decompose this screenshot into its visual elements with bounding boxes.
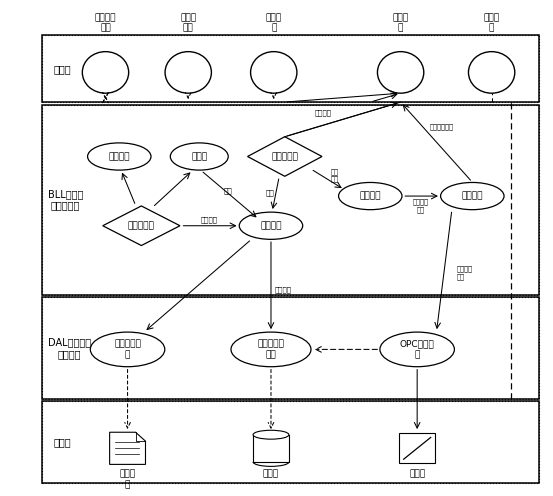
Bar bbox=[42, 401, 539, 483]
Text: 文件系
统: 文件系 统 bbox=[119, 470, 135, 489]
Text: 真实设备
数据: 真实设备 数据 bbox=[456, 266, 472, 280]
Text: 物理层: 物理层 bbox=[53, 437, 71, 447]
Text: 仿真控制器: 仿真控制器 bbox=[272, 152, 298, 161]
Text: 真实设备
数据: 真实设备 数据 bbox=[413, 198, 429, 213]
Bar bbox=[42, 35, 539, 102]
Text: 文件访问描
述: 文件访问描 述 bbox=[114, 340, 141, 359]
Text: 方案编
辑: 方案编 辑 bbox=[265, 13, 282, 32]
Text: 控制机: 控制机 bbox=[409, 470, 425, 479]
Bar bbox=[42, 35, 539, 102]
Text: BLL层（业
务逻辑层）: BLL层（业 务逻辑层） bbox=[48, 189, 83, 211]
Text: DAL层（数据
访问层）: DAL层（数据 访问层） bbox=[48, 337, 91, 359]
Bar bbox=[399, 434, 435, 463]
Text: 方案分析器: 方案分析器 bbox=[128, 221, 155, 230]
Text: 数据库访问
描述: 数据库访问 描述 bbox=[258, 340, 284, 359]
Text: 优化: 优化 bbox=[224, 188, 233, 194]
Ellipse shape bbox=[253, 430, 289, 439]
Text: 甘特图: 甘特图 bbox=[191, 152, 207, 161]
Bar bbox=[42, 298, 539, 399]
Bar bbox=[42, 298, 539, 399]
Text: OPC通信描
述: OPC通信描 述 bbox=[400, 340, 435, 359]
Bar bbox=[42, 401, 539, 483]
Text: 实时数据: 实时数据 bbox=[275, 287, 292, 293]
Text: 方案副本: 方案副本 bbox=[201, 216, 218, 223]
Text: 设备模型: 设备模型 bbox=[359, 191, 381, 200]
Text: 温控过程
显示: 温控过程 显示 bbox=[95, 13, 116, 32]
Text: 方案: 方案 bbox=[266, 189, 275, 196]
Bar bbox=[42, 401, 539, 483]
Text: 仿真
控制: 仿真 控制 bbox=[331, 168, 338, 183]
Text: 实时数据监视: 实时数据监视 bbox=[430, 124, 454, 130]
Text: 方案描述: 方案描述 bbox=[260, 221, 281, 230]
Bar bbox=[42, 35, 539, 102]
Text: 仿真控制: 仿真控制 bbox=[315, 110, 332, 117]
Bar bbox=[42, 298, 539, 399]
Bar bbox=[253, 434, 289, 462]
Text: 应用层: 应用层 bbox=[53, 63, 71, 74]
Text: 数据管
理: 数据管 理 bbox=[483, 13, 500, 32]
Text: 温度过程: 温度过程 bbox=[108, 152, 130, 161]
Bar bbox=[42, 105, 539, 295]
Bar bbox=[42, 105, 539, 295]
Bar bbox=[42, 105, 539, 295]
Text: 数据库: 数据库 bbox=[263, 470, 279, 479]
Text: 监视模
块: 监视模 块 bbox=[393, 13, 409, 32]
Text: 甘特图
编辑: 甘特图 编辑 bbox=[180, 13, 196, 32]
Text: 通信模块: 通信模块 bbox=[462, 191, 483, 200]
